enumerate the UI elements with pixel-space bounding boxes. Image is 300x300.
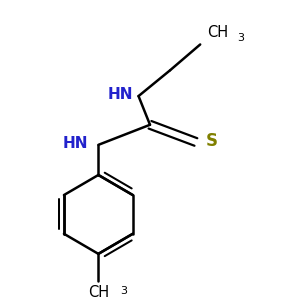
Text: CH: CH: [88, 285, 109, 300]
Text: S: S: [206, 132, 218, 150]
Text: 3: 3: [120, 286, 127, 296]
Text: CH: CH: [207, 25, 229, 40]
Text: HN: HN: [63, 136, 88, 151]
Text: HN: HN: [107, 87, 133, 102]
Text: 3: 3: [238, 33, 244, 43]
